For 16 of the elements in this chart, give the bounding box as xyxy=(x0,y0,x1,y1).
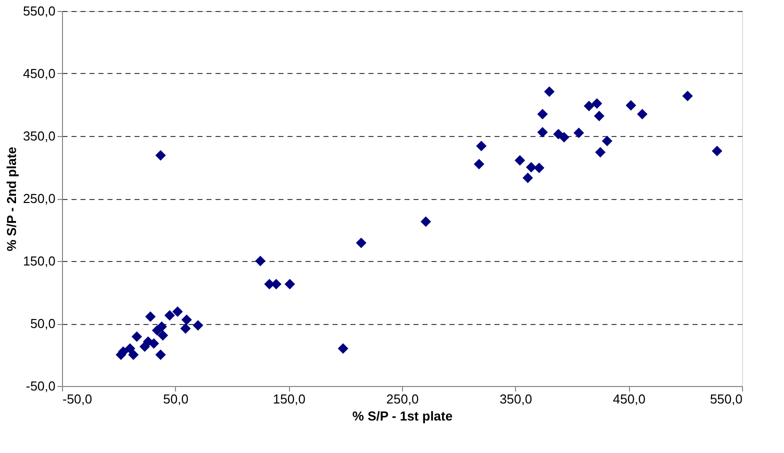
y-tick-label: 250,0 xyxy=(22,191,56,206)
y-axis-title: % S/P - 2nd plate xyxy=(4,146,19,252)
x-tick-label: 550,0 xyxy=(710,392,742,406)
x-tick-label: 50,0 xyxy=(163,392,188,406)
y-tick-label: -50,0 xyxy=(26,378,56,394)
x-axis-title: % S/P - 1st plate xyxy=(352,408,453,424)
y-tick-label: 50,0 xyxy=(30,316,56,331)
x-tick-label: 450,0 xyxy=(612,392,646,406)
y-tick-label: 150,0 xyxy=(22,254,56,268)
x-tick-label: 150,0 xyxy=(272,392,306,406)
y-tick-label: 350,0 xyxy=(22,128,56,144)
y-tick-label: 450,0 xyxy=(22,66,56,81)
x-tick-label: 250,0 xyxy=(386,392,419,406)
y-tick-label: 550,0 xyxy=(22,4,56,18)
x-tick-label: -50,0 xyxy=(62,392,92,406)
x-tick-label: 350,0 xyxy=(500,392,532,406)
